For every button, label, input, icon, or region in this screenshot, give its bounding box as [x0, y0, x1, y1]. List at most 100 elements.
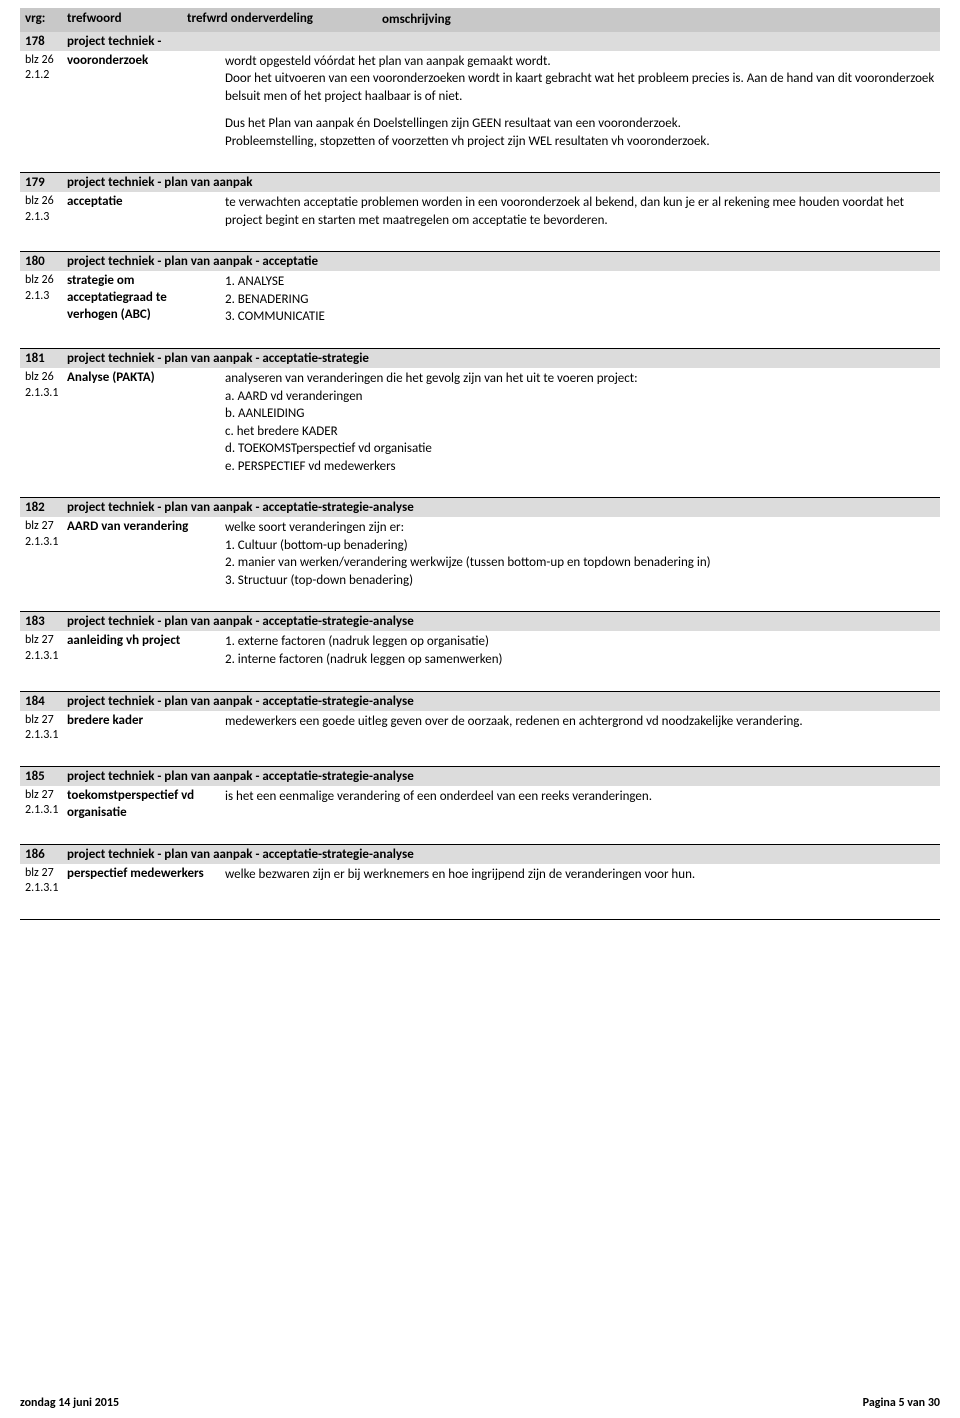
desc-paragraph: Dus het Plan van aanpak én Doelstellinge…	[225, 115, 935, 150]
entry-183: 183 project techniek - plan van aanpak -…	[20, 612, 940, 670]
page-ref: blz 26 2.1.2	[25, 53, 67, 84]
description: welke soort veranderingen zijn er: 1. Cu…	[225, 519, 935, 589]
desc-line: b. AANLEIDING	[225, 405, 935, 423]
term: aanleiding vh project	[67, 633, 225, 650]
entry-number: 185	[25, 769, 67, 784]
entry-number: 178	[25, 34, 67, 49]
page-ref: blz 27 2.1.3.1	[25, 788, 67, 819]
header-vrg: vrg:	[25, 11, 67, 29]
description: 1. externe factoren (nadruk leggen op or…	[225, 633, 935, 668]
blz: blz 27	[25, 633, 67, 649]
entry-180: 180 project techniek - plan van aanpak -…	[20, 252, 940, 328]
term: perspectief medewerkers	[67, 866, 225, 883]
desc-line: e. PERSPECTIEF vd medewerkers	[225, 458, 935, 476]
header-omschrijving: omschrijving	[382, 11, 935, 29]
description: 1. ANALYSE 2. BENADERING 3. COMMUNICATIE	[225, 273, 935, 326]
term: acceptatie	[67, 194, 225, 211]
entry-title: 180 project techniek - plan van aanpak -…	[20, 252, 940, 271]
blz: blz 27	[25, 866, 67, 882]
term: Analyse (PAKTA)	[67, 370, 225, 387]
entry-row: blz 27 2.1.3.1 bredere kader medewerkers…	[20, 711, 940, 746]
blz: blz 26	[25, 273, 67, 289]
desc-line: analyseren van veranderingen die het gev…	[225, 370, 935, 388]
entry-186: 186 project techniek - plan van aanpak -…	[20, 845, 940, 899]
page-ref: blz 26 2.1.3	[25, 273, 67, 304]
entry-row: blz 26 2.1.2 vooronderzoek wordt opgeste…	[20, 51, 940, 153]
entry-title: 184 project techniek - plan van aanpak -…	[20, 692, 940, 711]
page-ref: blz 27 2.1.3.1	[25, 713, 67, 744]
paragraph-ref: 2.1.3.1	[25, 649, 67, 665]
entry-number: 184	[25, 694, 67, 709]
entry-184: 184 project techniek - plan van aanpak -…	[20, 692, 940, 746]
entry-heading: project techniek - plan van aanpak - acc…	[67, 351, 935, 366]
desc-line: 2. manier van werken/verandering werkwij…	[225, 554, 935, 572]
entry-title: 181 project techniek - plan van aanpak -…	[20, 349, 940, 368]
entry-181: 181 project techniek - plan van aanpak -…	[20, 349, 940, 477]
entry-title: 186 project techniek - plan van aanpak -…	[20, 845, 940, 864]
entry-number: 183	[25, 614, 67, 629]
entry-185: 185 project techniek - plan van aanpak -…	[20, 767, 940, 824]
paragraph-ref: 2.1.3.1	[25, 386, 67, 402]
entry-row: blz 26 2.1.3.1 Analyse (PAKTA) analysere…	[20, 368, 940, 477]
page: vrg: trefwoord trefwrd onderverdeling om…	[0, 0, 960, 1418]
entry-heading: project techniek -	[67, 34, 935, 49]
desc-paragraph: wordt opgesteld vóórdat het plan van aan…	[225, 53, 935, 106]
blz: blz 27	[25, 713, 67, 729]
entry-number: 179	[25, 175, 67, 190]
entry-title: 183 project techniek - plan van aanpak -…	[20, 612, 940, 631]
entry-row: blz 27 2.1.3.1 AARD van verandering welk…	[20, 517, 940, 591]
paragraph-ref: 2.1.3.1	[25, 881, 67, 897]
entry-row: blz 27 2.1.3.1 aanleiding vh project 1. …	[20, 631, 940, 670]
blz: blz 26	[25, 194, 67, 210]
entry-row: blz 27 2.1.3.1 perspectief medewerkers w…	[20, 864, 940, 899]
entry-heading: project techniek - plan van aanpak - acc…	[67, 769, 935, 784]
desc-line: 2. BENADERING	[225, 291, 935, 309]
entry-number: 181	[25, 351, 67, 366]
entry-heading: project techniek - plan van aanpak - acc…	[67, 694, 935, 709]
header-trefwoord: trefwoord	[67, 11, 187, 29]
entry-182: 182 project techniek - plan van aanpak -…	[20, 498, 940, 591]
blz: blz 26	[25, 370, 67, 386]
entry-title: 185 project techniek - plan van aanpak -…	[20, 767, 940, 786]
desc-line: a. AARD vd veranderingen	[225, 388, 935, 406]
term: AARD van verandering	[67, 519, 225, 536]
entry-heading: project techniek - plan van aanpak	[67, 175, 935, 190]
paragraph-ref: 2.1.3	[25, 210, 67, 226]
desc-line: 3. COMMUNICATIE	[225, 308, 935, 326]
desc-line: d. TOEKOMSTperspectief vd organisatie	[225, 440, 935, 458]
desc-line: 2. interne factoren (nadruk leggen op sa…	[225, 651, 935, 669]
paragraph-ref: 2.1.3.1	[25, 535, 67, 551]
page-ref: blz 27 2.1.3.1	[25, 519, 67, 550]
entry-number: 186	[25, 847, 67, 862]
paragraph-ref: 2.1.2	[25, 68, 67, 84]
entry-179: 179 project techniek - plan van aanpak b…	[20, 173, 940, 231]
description: medewerkers een goede uitleg geven over …	[225, 713, 935, 731]
blz: blz 26	[25, 53, 67, 69]
desc-line: c. het bredere KADER	[225, 423, 935, 441]
desc-line: 3. Structuur (top-down benadering)	[225, 572, 935, 590]
paragraph-ref: 2.1.3	[25, 289, 67, 305]
term: toekomstperspectief vd organisatie	[67, 788, 225, 822]
paragraph-ref: 2.1.3.1	[25, 728, 67, 744]
blz: blz 27	[25, 519, 67, 535]
description: te verwachten acceptatie problemen worde…	[225, 194, 935, 229]
desc-line: 1. ANALYSE	[225, 273, 935, 291]
entry-178: 178 project techniek - blz 26 2.1.2 voor…	[20, 32, 940, 153]
entry-row: blz 26 2.1.3 acceptatie te verwachten ac…	[20, 192, 940, 231]
header-onderverdeling: trefwrd onderverdeling	[187, 11, 382, 29]
desc-line: 1. externe factoren (nadruk leggen op or…	[225, 633, 935, 651]
desc-line: welke soort veranderingen zijn er:	[225, 519, 935, 537]
desc-line: 1. Cultuur (bottom-up benadering)	[225, 537, 935, 555]
paragraph-ref: 2.1.3.1	[25, 803, 67, 819]
term: strategie om acceptatiegraad te verhogen…	[67, 273, 225, 324]
page-ref: blz 26 2.1.3.1	[25, 370, 67, 401]
entry-number: 182	[25, 500, 67, 515]
description: welke bezwaren zijn er bij werknemers en…	[225, 866, 935, 884]
entry-row: blz 27 2.1.3.1 toekomstperspectief vd or…	[20, 786, 940, 824]
description: analyseren van veranderingen die het gev…	[225, 370, 935, 475]
entry-title: 179 project techniek - plan van aanpak	[20, 173, 940, 192]
entry-heading: project techniek - plan van aanpak - acc…	[67, 254, 935, 269]
description: wordt opgesteld vóórdat het plan van aan…	[225, 53, 935, 151]
entry-heading: project techniek - plan van aanpak - acc…	[67, 847, 935, 862]
page-ref: blz 27 2.1.3.1	[25, 866, 67, 897]
